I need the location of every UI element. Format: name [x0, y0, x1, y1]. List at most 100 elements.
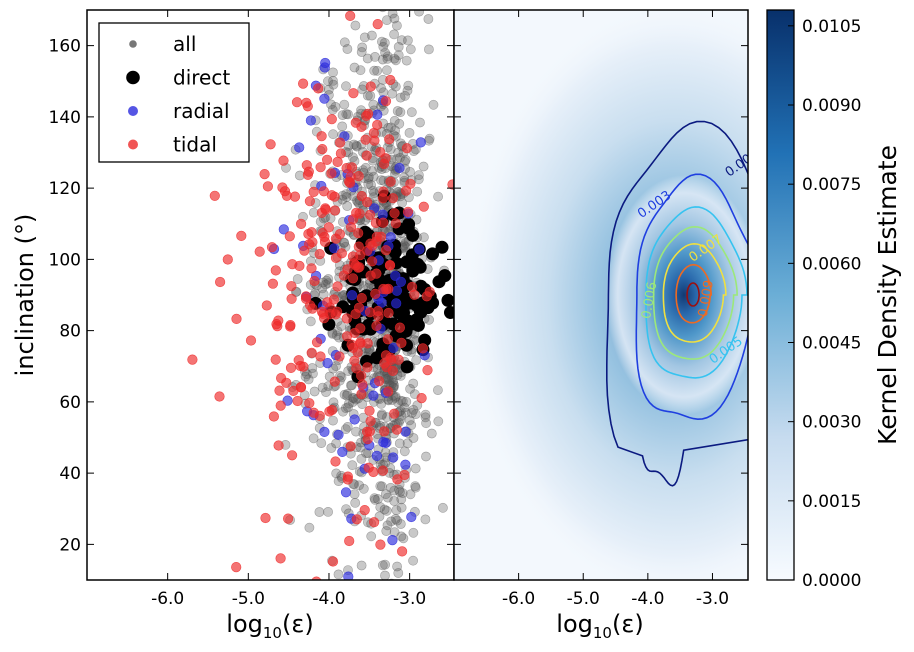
point-tidal	[345, 10, 356, 21]
y-tick-label: 20	[59, 535, 81, 555]
point-tidal	[363, 462, 374, 473]
point-all	[339, 99, 350, 110]
point-all	[391, 20, 402, 31]
point-tidal	[275, 400, 286, 411]
point-tidal	[311, 337, 323, 348]
point-tidal	[277, 182, 288, 193]
point-all	[337, 110, 348, 120]
point-all	[341, 189, 351, 199]
point-all	[380, 47, 390, 58]
point-all	[347, 393, 358, 403]
point-tidal	[308, 407, 319, 418]
point-all	[392, 515, 402, 526]
point-tidal	[371, 231, 382, 242]
point-all	[331, 468, 342, 479]
y-tick-label: 80	[59, 322, 81, 342]
point-all	[342, 201, 353, 211]
point-tidal	[209, 190, 220, 201]
point-tidal	[334, 229, 346, 240]
point-tidal	[347, 251, 359, 262]
point-all	[370, 494, 380, 505]
point-all	[395, 152, 405, 163]
point-radial	[294, 142, 305, 153]
point-all	[406, 420, 417, 431]
point-tidal	[372, 119, 383, 131]
x-tick-label: -6.0	[151, 589, 184, 609]
point-direct	[435, 240, 449, 254]
point-tidal	[327, 556, 339, 567]
point-all	[393, 397, 403, 408]
contour-line	[652, 225, 738, 360]
point-all	[357, 42, 368, 53]
y-tick-label: 40	[59, 464, 81, 484]
point-tidal	[375, 539, 386, 550]
point-all	[339, 389, 350, 400]
point-all	[353, 582, 362, 591]
point-all	[389, 53, 400, 64]
point-tidal	[370, 288, 381, 300]
point-direct	[425, 247, 439, 261]
point-tidal	[360, 134, 371, 145]
point-all	[382, 54, 393, 64]
point-all	[393, 50, 404, 60]
colorbar-label: Kernel Density Estimate	[873, 145, 902, 445]
point-tidal	[308, 186, 319, 197]
point-radial	[391, 298, 402, 309]
point-all	[414, 10, 424, 17]
point-radial	[400, 426, 411, 437]
point-tidal	[274, 385, 285, 396]
point-radial	[394, 162, 405, 174]
point-tidal	[354, 208, 365, 219]
point-all	[350, 497, 361, 508]
point-tidal	[353, 171, 364, 182]
point-all	[410, 481, 421, 491]
point-all	[418, 232, 429, 243]
point-all	[376, 83, 386, 94]
point-all	[390, 81, 401, 92]
point-all	[397, 197, 407, 208]
point-tidal	[326, 404, 338, 416]
point-all	[408, 527, 419, 538]
x-tick-label: -4.0	[631, 589, 664, 609]
point-tidal	[359, 505, 370, 516]
point-tidal	[374, 376, 385, 387]
point-tidal	[401, 143, 413, 154]
point-tidal	[409, 289, 420, 300]
point-all	[428, 99, 439, 110]
point-tidal	[285, 362, 297, 374]
legend-marker-direct	[126, 70, 140, 85]
point-all	[369, 493, 380, 504]
point-all	[308, 433, 319, 444]
point-tidal	[276, 373, 287, 384]
point-all	[337, 121, 348, 132]
point-tidal	[259, 169, 270, 180]
point-tidal	[396, 337, 407, 349]
point-tidal	[364, 405, 375, 416]
point-all	[379, 38, 390, 48]
point-all	[355, 65, 366, 76]
point-tidal	[349, 355, 360, 366]
point-tidal	[422, 365, 433, 376]
point-tidal	[389, 208, 400, 219]
legend-label-tidal: tidal	[173, 133, 217, 157]
point-all	[385, 482, 396, 493]
point-all	[382, 520, 393, 531]
point-all	[405, 489, 416, 500]
legend-box	[98, 22, 250, 163]
point-tidal	[356, 389, 367, 400]
point-all	[399, 446, 410, 457]
point-all	[415, 117, 425, 128]
point-tidal	[326, 114, 337, 125]
point-tidal	[380, 96, 392, 107]
point-all	[396, 502, 407, 513]
point-all	[343, 402, 353, 413]
point-all	[396, 494, 407, 505]
point-all	[368, 171, 379, 182]
point-radial	[385, 232, 396, 243]
point-all	[395, 519, 406, 529]
point-all	[363, 172, 374, 182]
right-y-ticks	[454, 45, 748, 545]
point-all	[351, 426, 361, 437]
point-all	[396, 35, 407, 46]
point-radial	[320, 57, 331, 69]
